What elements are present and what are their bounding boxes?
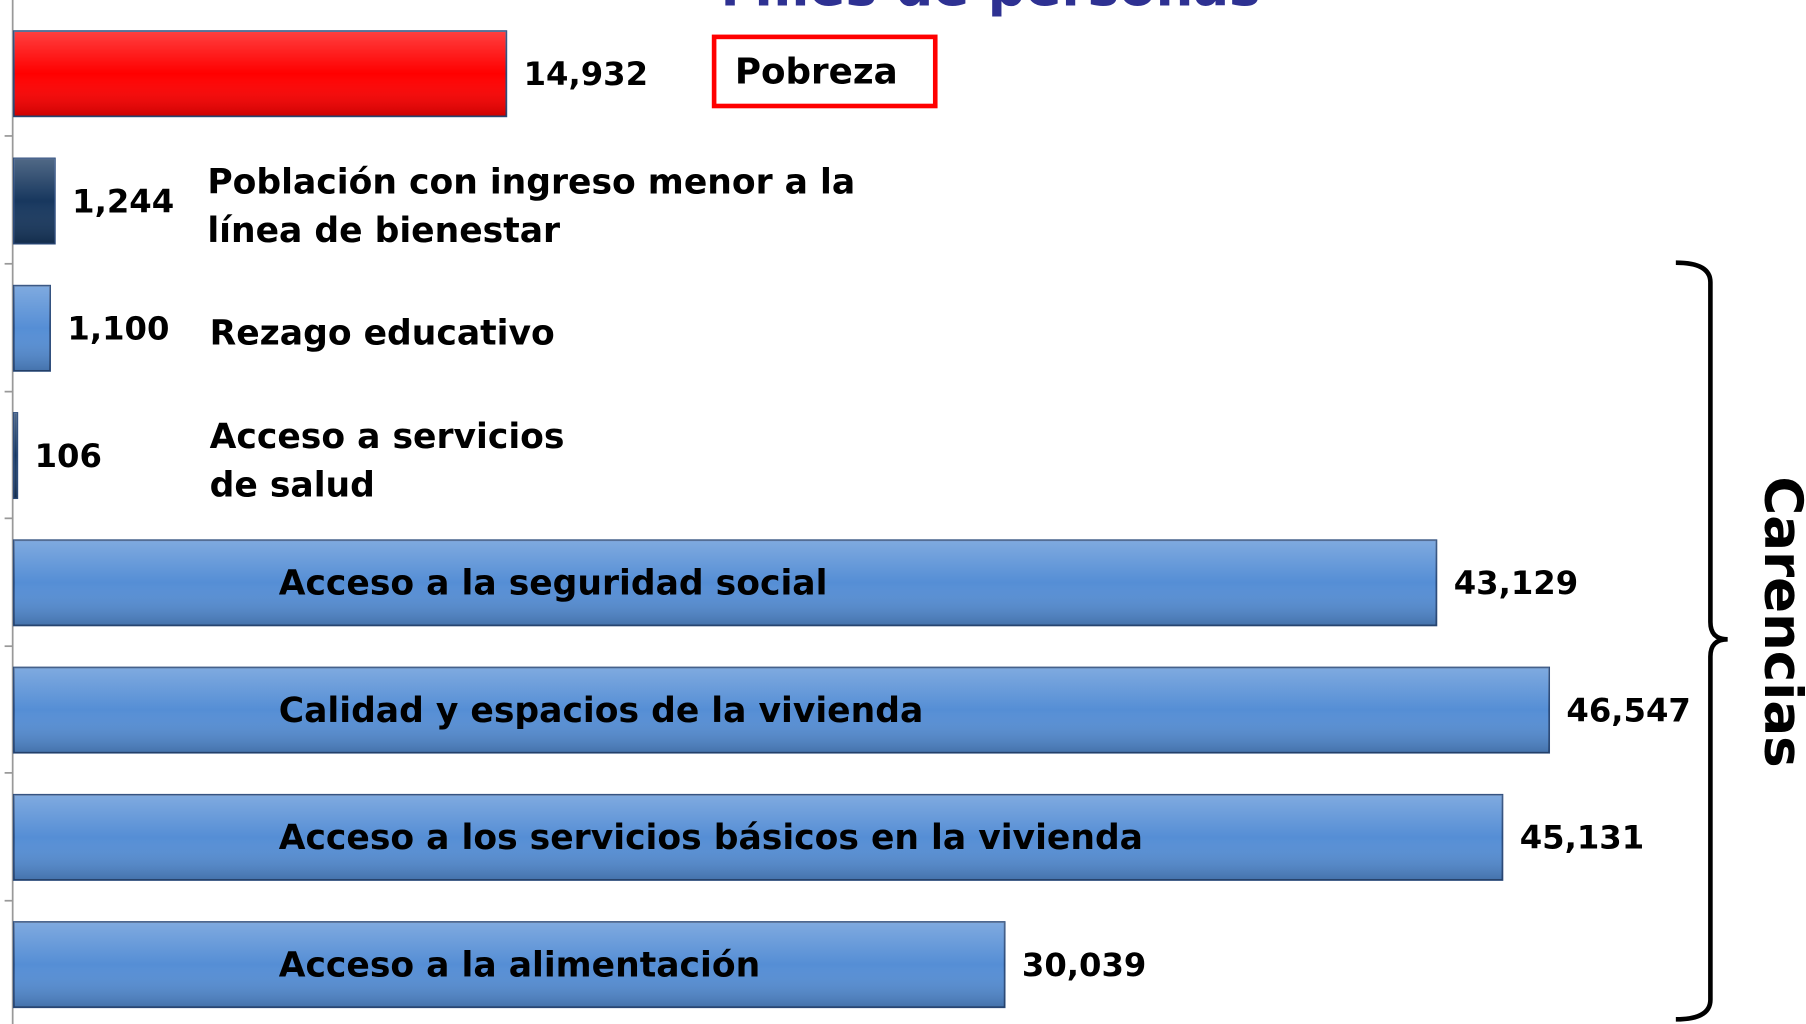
annotation: Carencias [1752,476,1806,767]
value-label: 1,244 [72,182,174,220]
category-label: Acceso a los servicios básicos en la viv… [279,818,1143,858]
bar [12,157,56,245]
category-label: Población con ingreso menor a la línea d… [207,161,856,251]
label-box [711,34,938,109]
category-label-box: Acceso a servicios de salud [209,416,565,506]
bar [12,30,508,118]
category-label: Calidad y espacios de la vivienda [279,691,924,731]
value-label: 46,547 [1566,691,1690,729]
category-axis [4,0,14,1024]
value-label: 43,129 [1454,564,1578,602]
category-label-box: Población con ingreso menor a la línea d… [207,161,856,251]
value-label: 106 [35,437,102,475]
category-label: Acceso a servicios de salud [209,416,565,506]
bar [12,412,19,500]
brace [1675,260,1728,1022]
category-label: Rezago educativo [209,313,555,354]
category-label-box: Rezago educativo [209,313,555,354]
value-label: 30,039 [1022,946,1146,984]
chart-title: Miles de personas [721,0,1261,18]
category-label: Pobreza [735,52,898,93]
bar [12,284,51,372]
value-label: 14,932 [524,55,648,93]
value-label: 45,131 [1520,819,1644,857]
category-label: Acceso a la alimentación [279,945,760,985]
category-label: Acceso a la seguridad social [279,564,828,604]
value-label: 1,100 [67,310,169,348]
